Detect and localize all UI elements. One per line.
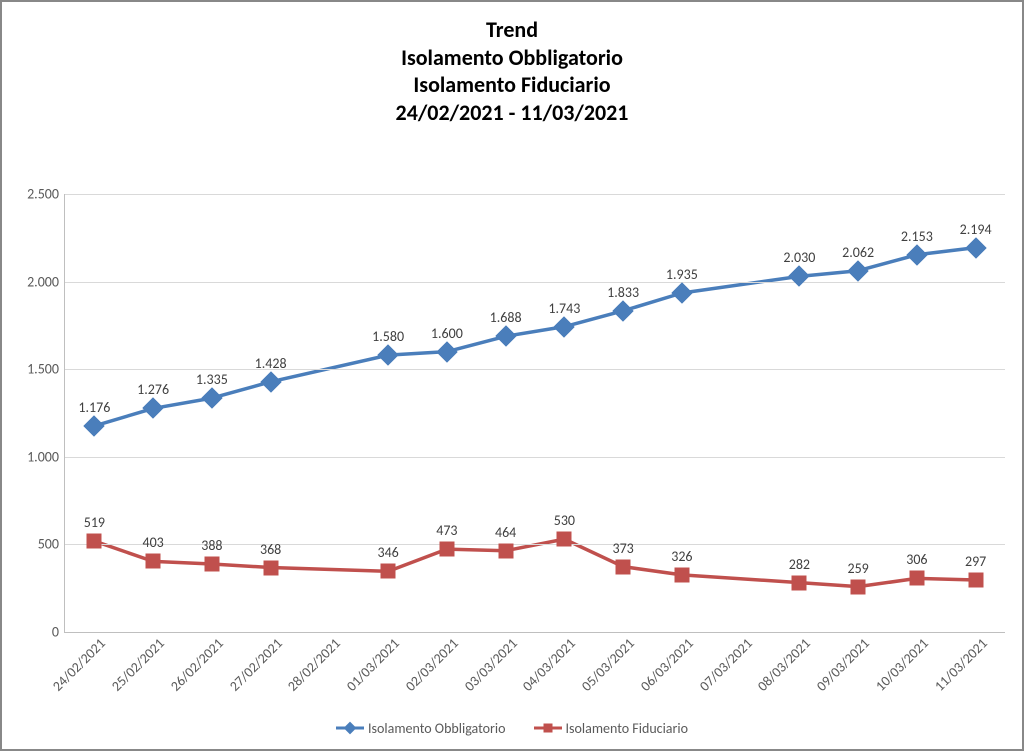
data-label: 2.153 <box>901 228 933 245</box>
data-marker <box>204 557 219 572</box>
chart-title-line: Isolamento Obbligatorio <box>2 44 1022 72</box>
legend-swatch <box>336 721 364 735</box>
data-marker <box>792 575 807 590</box>
x-tick-label: 05/03/2021 <box>575 632 638 695</box>
legend-item: Isolamento Fiduciario <box>534 720 688 737</box>
data-marker <box>851 579 866 594</box>
x-tick-label: 01/03/2021 <box>340 632 403 695</box>
data-label: 473 <box>436 522 457 539</box>
data-label: 306 <box>906 551 927 568</box>
data-label: 2.062 <box>842 244 874 261</box>
data-label: 326 <box>671 548 692 565</box>
data-label: 297 <box>965 553 986 570</box>
data-label: 282 <box>789 556 810 573</box>
data-marker <box>498 543 513 558</box>
data-label: 519 <box>84 514 105 531</box>
series-line <box>94 539 975 586</box>
data-marker <box>381 564 396 579</box>
data-marker <box>557 532 572 547</box>
legend-label: Isolamento Fiduciario <box>566 720 688 737</box>
data-label: 1.688 <box>490 309 522 326</box>
x-tick-label: 11/03/2021 <box>928 632 991 695</box>
y-tick-label: 2.000 <box>27 273 65 290</box>
y-tick-label: 1.500 <box>27 361 65 378</box>
chart-title: TrendIsolamento ObbligatorioIsolamento F… <box>2 2 1022 126</box>
data-label: 1.600 <box>431 325 463 342</box>
data-label: 1.276 <box>137 381 169 398</box>
data-label: 346 <box>377 544 398 561</box>
data-label: 1.335 <box>196 371 228 388</box>
gridline <box>65 369 1005 370</box>
x-tick-label: 24/02/2021 <box>47 632 110 695</box>
x-tick-label: 28/02/2021 <box>282 632 345 695</box>
data-marker <box>968 572 983 587</box>
chart-title-line: Isolamento Fiduciario <box>2 71 1022 99</box>
data-marker <box>263 560 278 575</box>
chart-frame: TrendIsolamento ObbligatorioIsolamento F… <box>0 0 1024 751</box>
data-label: 530 <box>554 512 575 529</box>
data-label: 1.833 <box>607 284 639 301</box>
data-label: 2.030 <box>783 249 815 266</box>
gridline <box>65 282 1005 283</box>
y-tick-label: 2.500 <box>27 186 65 203</box>
chart-title-line: 24/02/2021 - 11/03/2021 <box>2 99 1022 127</box>
data-label: 388 <box>201 537 222 554</box>
plot-area: 05001.0001.5002.0002.50024/02/202125/02/… <box>64 194 1005 633</box>
gridline <box>65 457 1005 458</box>
x-tick-label: 10/03/2021 <box>869 632 932 695</box>
x-tick-label: 06/03/2021 <box>634 632 697 695</box>
data-marker <box>616 559 631 574</box>
y-tick-label: 0 <box>52 624 65 641</box>
data-marker <box>87 534 102 549</box>
x-tick-label: 02/03/2021 <box>399 632 462 695</box>
legend-item: Isolamento Obbligatorio <box>336 720 506 737</box>
chart-title-line: Trend <box>2 16 1022 44</box>
x-tick-label: 08/03/2021 <box>752 632 815 695</box>
gridline <box>65 194 1005 195</box>
data-marker <box>674 567 689 582</box>
y-tick-label: 500 <box>38 536 65 553</box>
y-tick-label: 1.000 <box>27 448 65 465</box>
x-tick-label: 09/03/2021 <box>810 632 873 695</box>
series-line <box>94 248 975 426</box>
data-marker <box>909 571 924 586</box>
legend-label: Isolamento Obbligatorio <box>368 720 506 737</box>
data-label: 1.743 <box>548 300 580 317</box>
legend-swatch <box>534 721 562 735</box>
data-label: 464 <box>495 524 516 541</box>
data-marker <box>146 554 161 569</box>
x-tick-label: 27/02/2021 <box>223 632 286 695</box>
x-tick-label: 26/02/2021 <box>164 632 227 695</box>
legend: Isolamento Obbligatorio Isolamento Fiduci… <box>2 720 1022 740</box>
data-label: 368 <box>260 541 281 558</box>
data-label: 1.580 <box>372 328 404 345</box>
x-tick-label: 07/03/2021 <box>693 632 756 695</box>
data-label: 259 <box>847 560 868 577</box>
x-tick-label: 03/03/2021 <box>458 632 521 695</box>
data-label: 2.194 <box>960 221 992 238</box>
data-label: 1.176 <box>78 399 110 416</box>
data-marker <box>439 542 454 557</box>
data-label: 403 <box>142 534 163 551</box>
data-label: 1.428 <box>255 355 287 372</box>
x-tick-label: 25/02/2021 <box>105 632 168 695</box>
data-label: 373 <box>612 540 633 557</box>
x-tick-label: 04/03/2021 <box>517 632 580 695</box>
data-label: 1.935 <box>666 266 698 283</box>
